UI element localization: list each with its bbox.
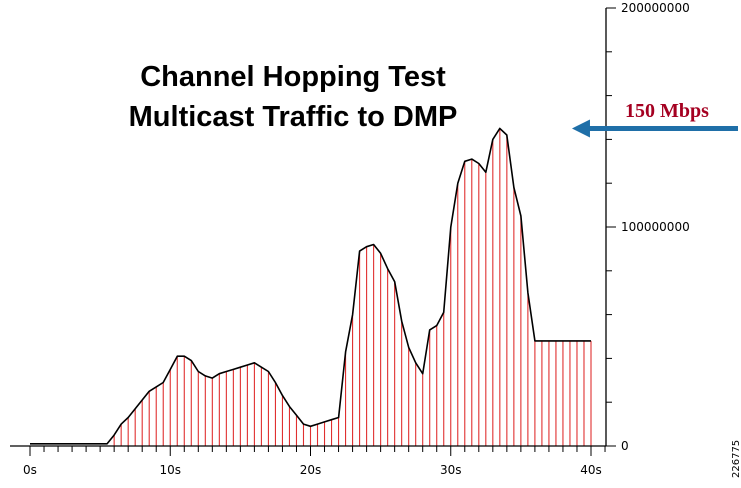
- annotation-150mbps: 150 Mbps: [571, 100, 738, 138]
- x-tick-label: 10s: [159, 463, 181, 477]
- x-tick-label: 30s: [440, 463, 462, 477]
- drop-lines: [113, 128, 592, 446]
- y-tick-label: 200000000: [621, 1, 690, 15]
- figure-id: 226775: [731, 440, 741, 478]
- annotation-arrow-head: [571, 119, 590, 138]
- x-tick-label: 40s: [580, 463, 602, 477]
- y-axis: 0 100000000 200000000: [605, 1, 690, 453]
- x-tick-label: 20s: [300, 463, 322, 477]
- y-tick-label: 100000000: [621, 220, 690, 234]
- chart-title-line-2: Multicast Traffic to DMP: [129, 101, 458, 133]
- x-axis: 0s 10s 20s 30s 40s: [10, 445, 606, 477]
- series-line: [30, 127, 591, 445]
- chart-title-line-1: Channel Hopping Test: [140, 61, 446, 93]
- x-tick-label: 0s: [23, 463, 37, 477]
- y-tick-label: 0: [621, 439, 629, 453]
- annotation-label: 150 Mbps: [625, 100, 709, 122]
